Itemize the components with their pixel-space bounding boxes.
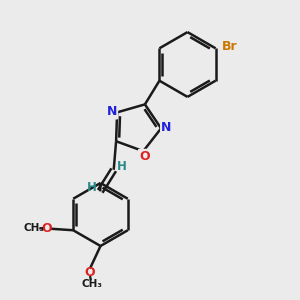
Text: O: O <box>139 150 150 163</box>
Text: H: H <box>117 160 127 173</box>
Text: O: O <box>85 266 95 279</box>
Text: O: O <box>41 222 52 235</box>
Text: H: H <box>87 181 97 194</box>
Text: Br: Br <box>222 40 238 53</box>
Text: CH₃: CH₃ <box>81 279 102 289</box>
Text: N: N <box>106 105 117 118</box>
Text: N: N <box>161 121 172 134</box>
Text: CH₃: CH₃ <box>24 223 45 233</box>
